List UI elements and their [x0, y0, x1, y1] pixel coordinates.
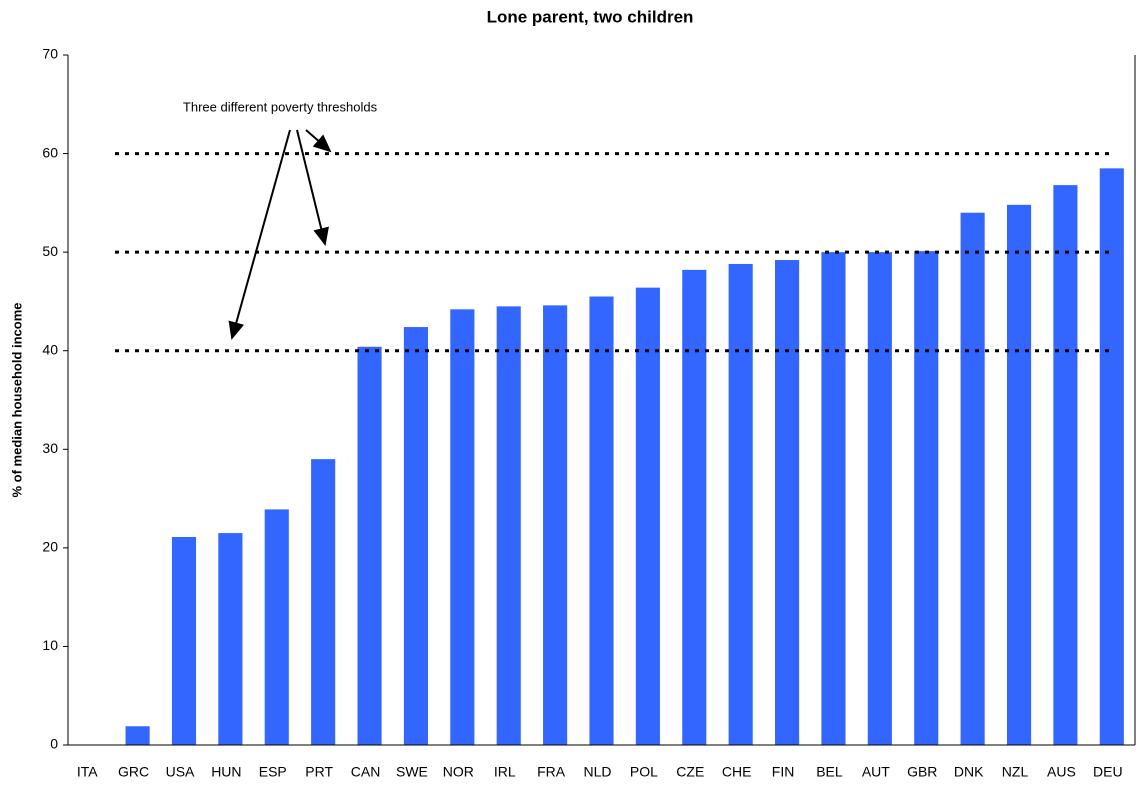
x-tick-label: NOR: [443, 764, 474, 780]
bar: [589, 296, 614, 745]
bar: [914, 251, 939, 745]
bar: [450, 309, 475, 745]
x-tick-label: USA: [166, 764, 195, 780]
bar: [264, 509, 289, 745]
bar: [171, 537, 197, 745]
x-tick-label: POL: [630, 764, 658, 780]
bar: [357, 346, 382, 745]
x-tick-label: SWE: [396, 764, 428, 780]
bar: [960, 212, 985, 745]
bar: [125, 726, 150, 745]
x-tick-label: FIN: [772, 764, 795, 780]
x-tick-label: AUT: [862, 764, 890, 780]
x-tick-label: PRT: [305, 764, 333, 780]
bar: [682, 269, 707, 745]
bar: [403, 327, 428, 745]
x-tick-label: DEU: [1093, 764, 1123, 780]
x-tick-label: IRL: [494, 764, 516, 780]
x-tick-label: NZL: [1002, 764, 1029, 780]
y-tick-label: 30: [42, 440, 58, 456]
x-tick-label: ESP: [259, 764, 287, 780]
bar: [218, 533, 243, 745]
bar: [543, 305, 568, 745]
x-tick-label: GRC: [118, 764, 149, 780]
chart-title: Lone parent, two children: [487, 7, 694, 26]
bar: [867, 252, 892, 745]
annotation: Three different poverty thresholds: [183, 99, 378, 114]
x-tick-label: BEL: [816, 764, 843, 780]
x-tick-label: ITA: [77, 764, 98, 780]
x-tick-label: CAN: [351, 764, 381, 780]
bar: [1006, 204, 1032, 746]
y-tick-label: 60: [42, 144, 58, 160]
x-tick-label: CZE: [676, 764, 704, 780]
x-tick-label: FRA: [537, 764, 566, 780]
bar: [1099, 168, 1124, 745]
x-tick-label: AUS: [1047, 764, 1076, 780]
bar: [775, 260, 800, 745]
bar: [728, 263, 753, 745]
x-tick-label: DNK: [954, 764, 984, 780]
bar: [496, 306, 521, 745]
bar: [311, 459, 336, 745]
x-tick-label: HUN: [211, 764, 241, 780]
y-axis-label: % of median household income: [9, 302, 24, 497]
annotation-arrows: [228, 129, 332, 340]
x-tick-label: GBR: [907, 764, 937, 780]
bar: [635, 287, 660, 745]
y-tick-label: 20: [42, 539, 58, 555]
x-tick-label: NLD: [583, 764, 611, 780]
bar: [821, 252, 846, 745]
y-tick-label: 0: [50, 736, 58, 752]
x-tick-label: CHE: [722, 764, 752, 780]
bar: [1053, 185, 1078, 746]
y-tick-label: 40: [42, 341, 58, 357]
y-tick-label: 50: [42, 243, 58, 259]
y-tick-label: 70: [42, 46, 58, 62]
y-tick-label: 10: [42, 637, 58, 653]
